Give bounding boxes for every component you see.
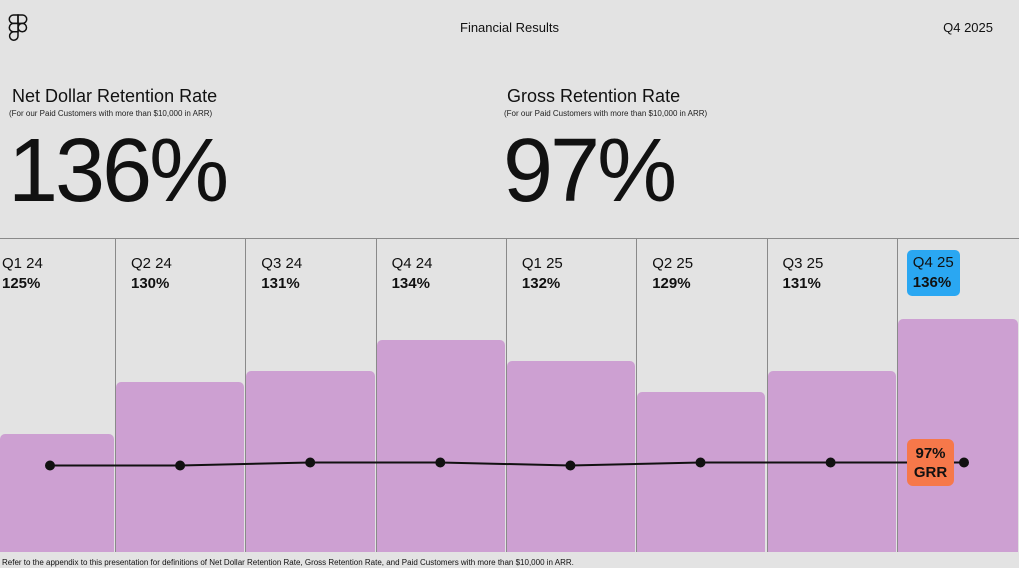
grr-metric: Gross Retention Rate (For our Paid Custo… — [503, 86, 708, 216]
page-title: Financial Results — [460, 20, 559, 35]
column-divider — [766, 239, 768, 552]
quarter-name: Q3 25 — [782, 255, 824, 272]
column-divider — [505, 239, 507, 552]
grr-badge-value: 97% — [915, 444, 946, 462]
grr-title: Gross Retention Rate — [507, 86, 681, 106]
chart-top-rule — [0, 238, 1019, 239]
quarter-name: Q2 24 — [131, 255, 172, 272]
quarter-name: Q3 24 — [261, 255, 303, 272]
grr-point — [435, 457, 446, 468]
ndr-bar-q1-24 — [0, 434, 114, 552]
quarter-name: Q4 24 — [391, 255, 433, 272]
ndr-value-label: 125% — [2, 275, 41, 292]
ndr-value: 136% — [8, 121, 229, 221]
column-divider — [636, 239, 638, 552]
grr-point — [959, 457, 969, 468]
column-divider — [375, 239, 377, 552]
quarter-name: Q1 25 — [521, 255, 563, 272]
quarter-label: Q2 25 129% — [652, 254, 693, 294]
figma-logo-icon — [8, 14, 28, 41]
ndr-subtitle: (For our Paid Customers with more than $… — [9, 109, 213, 118]
ndr-title: Net Dollar Retention Rate — [12, 86, 218, 106]
grr-subtitle: (For our Paid Customers with more than $… — [504, 109, 708, 118]
quarter-name: Q1 24 — [2, 255, 43, 272]
ndr-value-label: 129% — [652, 275, 691, 292]
period-label: Q4 2025 — [943, 20, 993, 35]
ndr-bar-q4-25 — [897, 318, 1018, 552]
quarter-name: Q4 25 — [912, 254, 954, 271]
ndr-value-label: 132% — [521, 275, 561, 292]
quarter-label: Q1 24 125% — [2, 254, 43, 294]
grr-badge: 97% GRR — [907, 439, 954, 486]
grr-point — [695, 457, 706, 468]
footnote: Refer to the appendix to this presentati… — [2, 558, 574, 567]
quarter-label: Q2 24 130% — [131, 254, 172, 294]
quarter-label: Q1 25 132% — [522, 254, 563, 294]
grr-value: 97% — [503, 121, 677, 221]
grr-point — [825, 457, 836, 468]
grr-point — [175, 460, 186, 471]
grr-badge-label: GRR — [913, 463, 948, 481]
ndr-value-label: 134% — [391, 275, 430, 292]
grr-point — [565, 460, 576, 471]
ndr-bar-q2-25 — [637, 392, 766, 552]
quarter-label: Q4 24 134% — [392, 254, 433, 294]
column-divider — [115, 239, 116, 552]
quarter-name: Q2 25 — [652, 255, 694, 272]
ndr-value-label: 130% — [131, 275, 170, 292]
ndr-value-label: 131% — [782, 275, 821, 292]
column-divider — [245, 239, 247, 552]
column-divider — [896, 239, 898, 552]
grr-point — [305, 457, 316, 468]
grr-series-line — [50, 461, 964, 467]
ndr-value-label: 131% — [261, 275, 300, 292]
grr-point — [45, 460, 55, 471]
quarter-label: Q3 24 131% — [261, 254, 302, 294]
quarter-label: Q3 25 131% — [783, 254, 824, 294]
ndr-bar-q4-24 — [376, 339, 505, 552]
quarter-label: Q4 25 136% — [906, 250, 960, 296]
ndr-value-label: 136% — [912, 274, 952, 291]
ndr-bar-q1-25 — [506, 360, 636, 552]
ndr-metric: Net Dollar Retention Rate (For our Paid … — [8, 86, 229, 216]
